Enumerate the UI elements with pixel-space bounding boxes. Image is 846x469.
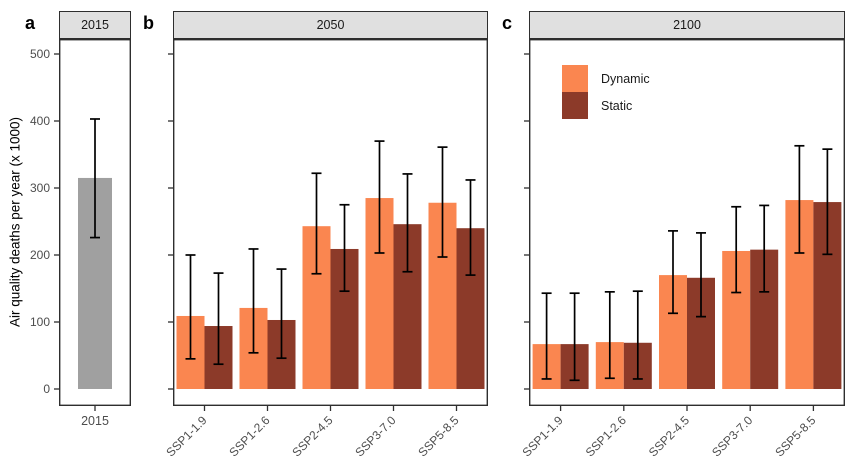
error-bar-dynamic-SSP3-7.0 [374, 140, 385, 254]
legend-label-static: Static [601, 98, 633, 113]
error-bar-static-SSP1-2.6 [276, 268, 287, 360]
panel-border [528, 38, 846, 407]
error-bar-baseline-2015 [90, 118, 100, 239]
x-tick-label: SSP1-1.9 [163, 413, 209, 459]
x-tick-label: 2015 [81, 414, 109, 428]
strip-header-2015: 2015 [59, 11, 131, 39]
y-tick-label: 0 [43, 382, 50, 396]
error-bar-dynamic-SSP1-1.9 [541, 292, 552, 380]
y-tick-label: 500 [30, 47, 50, 61]
error-bar-static-SSP1-1.9 [213, 272, 224, 366]
error-bar-static-SSP5-8.5 [822, 148, 833, 256]
legend-item-dynamic: Dynamic [562, 65, 650, 92]
error-bar-dynamic-SSP1-2.6 [604, 291, 615, 380]
strip-header-2100: 2100 [529, 11, 845, 39]
plot-2050: SSP1-1.9 SSP1-2.6 SSP2-4.5 SSP3-7.0 SSP5-8.5 [163, 38, 489, 459]
panel-2100: SSP1-1.9 SSP1-2.6 SSP2-4.5 SSP3-7.0 SSP5-8.5… [519, 38, 846, 459]
panel-border [58, 38, 131, 407]
strip-header-2050: 2050 [173, 11, 488, 39]
panel-letter-a: a [25, 13, 36, 33]
x-tick-label: SSP5-8.5 [772, 413, 818, 459]
y-axis-title: Air quality deaths per year (x 1000) [7, 116, 23, 328]
y-tick-label: 300 [30, 181, 50, 195]
error-bar-static-SSP3-7.0 [402, 173, 413, 273]
error-bar-static-SSP1-1.9 [569, 292, 580, 382]
panel-2050: SSP1-1.9 SSP1-2.6 SSP2-4.5 SSP3-7.0 SSP5-8.5 [163, 38, 489, 459]
x-tick-label: SSP3-7.0 [352, 413, 398, 459]
legend: Dynamic Static [562, 65, 650, 119]
x-tick-label: SSP2-4.5 [646, 413, 692, 459]
error-bar-dynamic-SSP5-8.5 [437, 146, 448, 258]
error-bar-static-SSP2-4.5 [696, 232, 706, 318]
legend-label-dynamic: Dynamic [601, 71, 650, 86]
panel-letter-c: c [502, 13, 513, 33]
x-tick-label: SSP5-8.5 [415, 413, 461, 459]
error-bar-static-SSP5-8.5 [465, 179, 476, 276]
plot-2015: 0 100 200 300 400 500 2015 [30, 38, 131, 428]
error-bar-static-SSP2-4.5 [339, 203, 350, 293]
panel-letter-b: b [143, 13, 154, 33]
error-bar-dynamic-SSP2-4.5 [668, 230, 678, 315]
error-bar-dynamic-SSP1-1.9 [185, 254, 196, 360]
legend-swatch-static-icon [562, 92, 588, 119]
error-bar-dynamic-SSP1-2.6 [248, 248, 259, 354]
x-tick-label: SSP2-4.5 [289, 413, 335, 459]
panel-2015: 0 100 200 300 400 500 2015 [30, 38, 131, 428]
error-bar-static-SSP1-2.6 [632, 290, 643, 380]
x-tick-label: SSP1-2.6 [583, 413, 629, 459]
legend-swatch-dynamic-icon [562, 65, 588, 92]
error-bar-static-SSP3-7.0 [759, 204, 770, 293]
y-tick-label: 200 [30, 248, 50, 262]
legend-item-static: Static [562, 92, 650, 119]
y-tick-label: 100 [30, 315, 50, 329]
y-tick-label: 400 [30, 114, 50, 128]
error-bar-dynamic-SSP3-7.0 [731, 205, 742, 294]
panel-border [172, 38, 489, 407]
x-tick-label: SSP3-7.0 [709, 413, 755, 459]
x-tick-label: SSP1-1.9 [519, 413, 565, 459]
error-bar-dynamic-SSP5-8.5 [794, 144, 805, 254]
error-bar-dynamic-SSP2-4.5 [311, 172, 322, 275]
x-tick-label: SSP1-2.6 [226, 413, 272, 459]
